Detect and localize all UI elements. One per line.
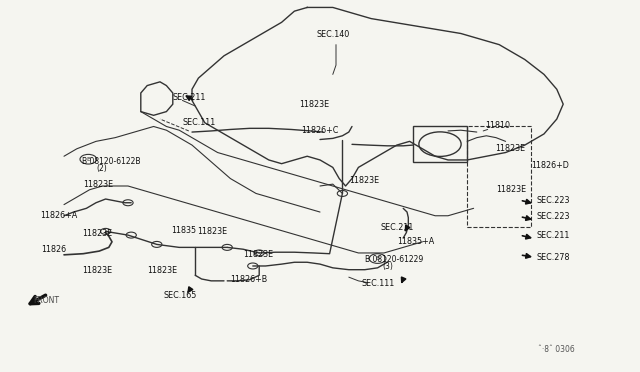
Text: SEC.278: SEC.278 [536, 253, 570, 262]
Text: 11835: 11835 [172, 226, 196, 235]
Text: 11810: 11810 [485, 121, 510, 130]
Text: SEC.140: SEC.140 [317, 30, 350, 39]
Text: 11823E: 11823E [197, 227, 227, 236]
Text: 11826+A: 11826+A [40, 211, 77, 219]
Bar [467, 126, 531, 227]
Text: SEC.211: SEC.211 [536, 231, 570, 240]
Text: 11823E: 11823E [349, 176, 379, 185]
Text: 11823E: 11823E [495, 144, 525, 153]
Text: 11823E: 11823E [496, 185, 526, 194]
Text: B: B [376, 256, 380, 261]
Text: (3): (3) [383, 262, 394, 271]
Text: ˆ·8ˆ 0306: ˆ·8ˆ 0306 [538, 345, 574, 354]
Text: 11826+D: 11826+D [531, 161, 569, 170]
Text: B: B [86, 157, 90, 162]
Bar [413, 126, 467, 162]
Text: SEC.223: SEC.223 [536, 212, 570, 221]
Text: SEC.111: SEC.111 [182, 118, 216, 127]
Text: 11823E: 11823E [83, 180, 113, 189]
Text: SEC.165: SEC.165 [163, 291, 196, 300]
Text: 11826+B: 11826+B [230, 275, 268, 284]
Text: FRONT: FRONT [33, 296, 60, 305]
Text: B 08120-61229: B 08120-61229 [365, 255, 423, 264]
Text: 11823E: 11823E [82, 266, 112, 275]
Text: 11835+A: 11835+A [397, 237, 434, 246]
Text: 11826: 11826 [42, 246, 67, 254]
Text: SEC.211: SEC.211 [173, 93, 206, 102]
Text: (2): (2) [96, 164, 107, 173]
Text: SEC.223: SEC.223 [536, 196, 570, 205]
Text: 11823E: 11823E [147, 266, 177, 275]
Text: SEC.111: SEC.111 [362, 279, 395, 288]
Text: 11823E: 11823E [300, 100, 330, 109]
Text: 11823E: 11823E [82, 229, 112, 238]
Text: 11826+C: 11826+C [301, 126, 339, 135]
Text: SEC.211: SEC.211 [381, 223, 414, 232]
Text: 11823E: 11823E [243, 250, 273, 259]
Text: B 08120-6122B: B 08120-6122B [82, 157, 140, 166]
